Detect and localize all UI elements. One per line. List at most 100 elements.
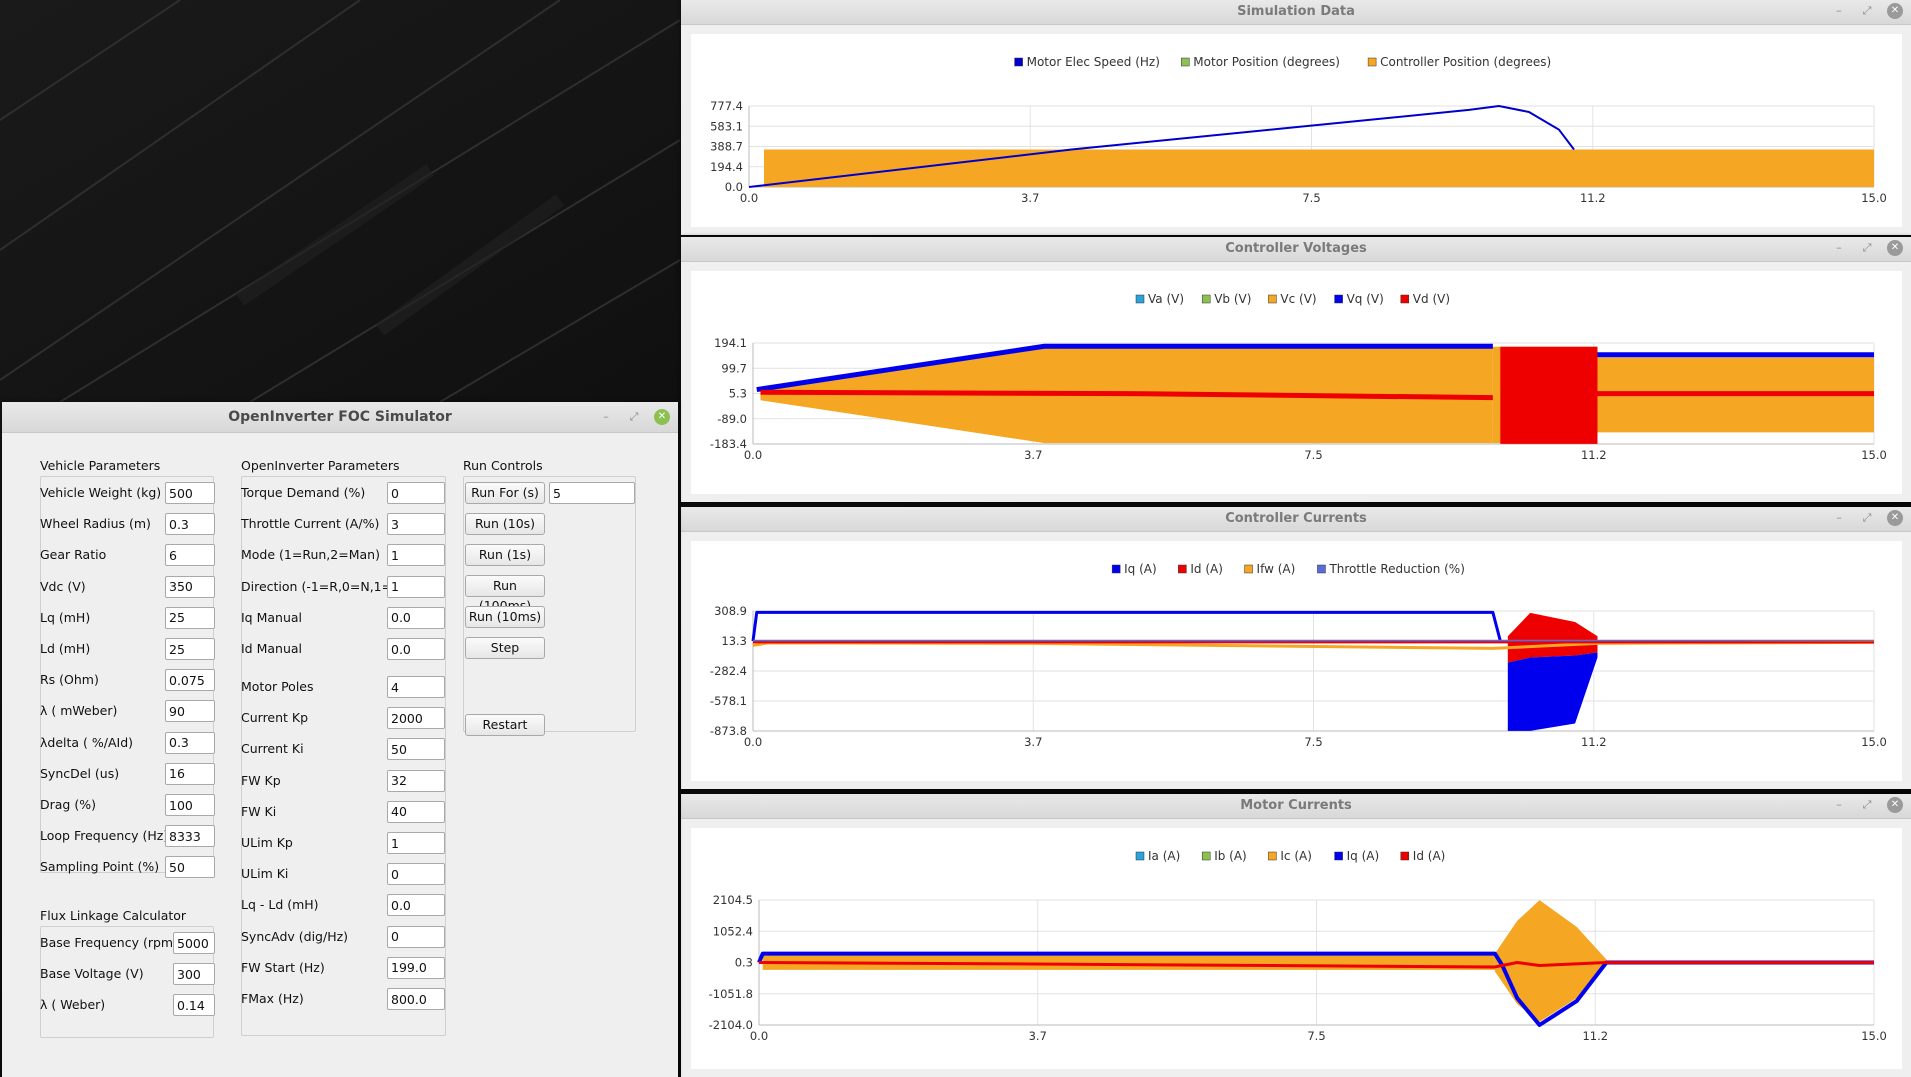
series-band (1507, 652, 1598, 731)
motor-currents-chart: Ia (A) Ib (A) Ic (A) Iq (A) Id (A) 2104.5 1052… (709, 849, 1887, 1043)
input-weber[interactable] (173, 994, 215, 1017)
legend-item-id-a: Id (A) (1178, 562, 1223, 576)
label-vehicle-weight-kg: Vehicle Weight (kg) (40, 485, 162, 500)
input-lq-mh[interactable] (165, 606, 215, 629)
run-for-seconds-input[interactable] (549, 482, 635, 504)
run-1s-button[interactable]: Run (1s) (465, 544, 545, 566)
run-for-button[interactable]: Run For (s) (465, 482, 545, 504)
input-syncadv-dig-hz[interactable] (387, 925, 445, 948)
label-vdc-v: Vdc (V) (40, 578, 86, 594)
controller-currents-chart: Iq (A) Id (A) Ifw (A) Throttle Reduction (%… (710, 562, 1887, 749)
tick-labels: 194.1 99.7 5.3 -89.0 -183.40.0 3.7 7.5 11.2 15.0 (710, 336, 1887, 462)
input-gear-ratio[interactable] (165, 544, 215, 567)
maximize-button[interactable]: ⤢ (1862, 798, 1872, 811)
maximize-button[interactable]: ⤢ (1862, 4, 1872, 17)
input-ulim-ki[interactable] (387, 863, 445, 886)
input-base-voltage-v[interactable] (173, 963, 215, 986)
input-loop-frequency-hz[interactable] (165, 825, 215, 848)
run-10s-button[interactable]: Run (10s) (465, 513, 545, 535)
input-vehicle-weight-kg[interactable] (165, 482, 215, 504)
input-ulim-kp[interactable] (387, 832, 445, 854)
input-drag[interactable] (165, 794, 215, 816)
y-tick-label: -2104.0 (709, 1018, 753, 1032)
input-fw-ki[interactable] (387, 800, 445, 823)
grid (752, 610, 1875, 732)
legend-item-iq-a: Iq (A) (1111, 562, 1157, 576)
close-button[interactable]: ✕ (654, 409, 670, 425)
legend-label: Motor Position (degrees) (1193, 55, 1340, 69)
run-controls-title: Run Controls (463, 458, 543, 473)
input-base-frequency-rpm[interactable] (173, 932, 215, 954)
input-direction-1-r-0-n-1-f[interactable] (387, 575, 445, 598)
legend: Va (V) Vb (V) Vc (V) Vq (V) Vd (V) (1135, 292, 1450, 306)
maximize-button[interactable]: ⤢ (1862, 241, 1872, 254)
legend-item-vc-v: Vc (V) (1268, 292, 1317, 306)
legend-item-vq-v: Vq (V) (1334, 292, 1384, 306)
x-tick-label: 0.0 (744, 448, 762, 462)
minimize-button[interactable]: – (603, 410, 609, 423)
x-tick-label: 11.2 (1582, 1029, 1608, 1043)
run-100ms-button[interactable]: Run (100ms) (465, 575, 545, 613)
input-id-manual[interactable] (387, 638, 445, 660)
input-torque-demand[interactable] (387, 482, 445, 504)
series-line (748, 105, 1575, 188)
input-motor-poles[interactable] (387, 676, 445, 698)
legend-swatch (1400, 851, 1410, 861)
input-rs-ohm[interactable] (165, 669, 215, 692)
y-tick-label: 1052.4 (713, 924, 753, 938)
minimize-button[interactable]: – (1836, 241, 1842, 254)
input-throttle-current-a[interactable] (387, 513, 445, 536)
motor-currents-window: Motor Currents – ⤢ ✕ Ia (A) Ib (A) Ic (A) I… (681, 794, 1911, 1077)
label-torque-demand: Torque Demand (%) (241, 485, 366, 500)
input-delta-aid[interactable] (165, 731, 215, 754)
controller-voltages-titlebar[interactable]: Controller Voltages – ⤢ ✕ (681, 237, 1911, 262)
close-button[interactable]: ✕ (1887, 240, 1903, 256)
legend-label: Vd (V) (1413, 292, 1450, 306)
simulation-data-chart: Motor Elec Speed (Hz) Motor Position (deg… (710, 55, 1887, 205)
input-mweber[interactable] (165, 700, 215, 723)
legend-item-va-v: Va (V) (1135, 292, 1184, 306)
minimize-button[interactable]: – (1836, 4, 1842, 17)
close-button[interactable]: ✕ (1887, 510, 1903, 526)
step-button[interactable]: Step (465, 637, 545, 659)
y-tick-label: 99.7 (721, 361, 747, 375)
controller-currents-window: Controller Currents – ⤢ ✕ Iq (A) Id (A) If… (681, 507, 1911, 789)
y-tick-label: 777.4 (710, 99, 743, 113)
label-ulim-ki: ULim Ki (241, 866, 289, 882)
input-fmax-hz[interactable] (387, 988, 445, 1010)
controller-currents-titlebar[interactable]: Controller Currents – ⤢ ✕ (681, 507, 1911, 532)
minimize-button[interactable]: – (1836, 511, 1842, 524)
simulator-titlebar[interactable]: OpenInverter FOC Simulator – ⤢ ✕ (2, 402, 678, 433)
simulation-data-window: Simulation Data – ⤢ ✕ Motor Elec Speed (… (681, 0, 1911, 235)
x-tick-label: 3.7 (1024, 735, 1042, 749)
legend-item-controller-position-degrees: Controller Position (degrees) (1367, 55, 1551, 69)
maximize-button[interactable]: ⤢ (1862, 511, 1872, 524)
input-sampling-point[interactable] (165, 856, 215, 879)
legend: Motor Elec Speed (Hz) Motor Position (deg… (1014, 55, 1551, 69)
input-wheel-radius-m[interactable] (165, 513, 215, 536)
input-current-kp[interactable] (387, 707, 445, 730)
input-mode-1-run-2-man[interactable] (387, 544, 445, 567)
restart-button[interactable]: Restart (465, 714, 545, 736)
minimize-button[interactable]: – (1836, 798, 1842, 811)
motor-currents-titlebar[interactable]: Motor Currents – ⤢ ✕ (681, 794, 1911, 819)
input-ld-mh[interactable] (165, 638, 215, 660)
input-lq-ld-mh[interactable] (387, 894, 445, 917)
input-syncdel-us[interactable] (165, 762, 215, 785)
input-fw-start-hz[interactable] (387, 956, 445, 979)
close-button[interactable]: ✕ (1887, 3, 1903, 19)
close-button[interactable]: ✕ (1887, 797, 1903, 813)
input-iq-manual[interactable] (387, 606, 445, 629)
input-current-ki[interactable] (387, 738, 445, 761)
legend-label: Motor Elec Speed (Hz) (1027, 55, 1160, 69)
input-vdc-v[interactable] (165, 575, 215, 598)
legend-swatch (1317, 564, 1326, 574)
legend-label: Vb (V) (1214, 292, 1251, 306)
label-mweber: λ ( mWeber) (40, 703, 118, 719)
run-10ms-button[interactable]: Run (10ms) (465, 606, 545, 628)
input-fw-kp[interactable] (387, 769, 445, 792)
maximize-button[interactable]: ⤢ (629, 410, 639, 423)
label-lq-mh: Lq (mH) (40, 609, 91, 625)
simulation-data-titlebar[interactable]: Simulation Data – ⤢ ✕ (681, 0, 1911, 25)
label-current-ki: Current Ki (241, 741, 304, 757)
